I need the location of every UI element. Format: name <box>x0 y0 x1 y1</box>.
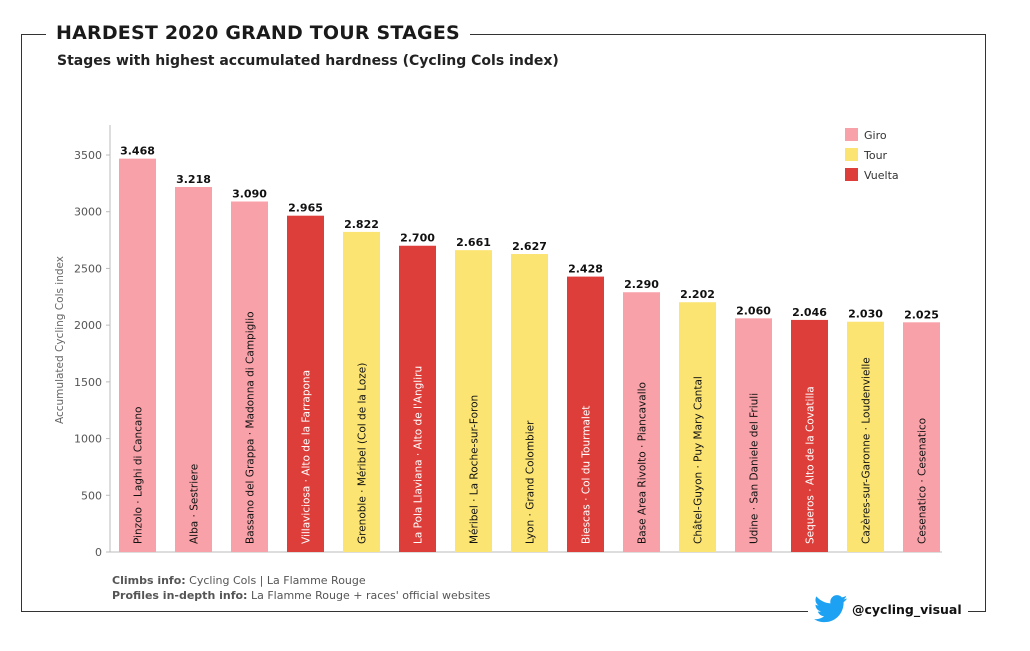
y-tick-label: 500 <box>81 489 102 502</box>
bar <box>623 292 660 552</box>
footer-credits: Climbs info: Cycling Cols | La Flamme Ro… <box>112 573 490 603</box>
category-label: Pinzolo · Laghi di Cancano <box>133 407 145 544</box>
chart-title: HARDEST 2020 GRAND TOUR STAGES <box>46 22 470 44</box>
profiles-credit-label: Profiles in-depth info: <box>112 589 248 602</box>
data-label: 2.822 <box>344 218 379 231</box>
data-label: 3.090 <box>232 188 267 201</box>
category-label: Bassano del Grappa · Madonna di Campigli… <box>245 311 257 544</box>
legend-swatch <box>845 148 858 161</box>
bar <box>287 215 324 553</box>
data-label: 2.060 <box>736 304 771 317</box>
twitter-bird-icon <box>814 595 848 623</box>
category-label: Cesenatico · Cesenatico <box>917 418 929 544</box>
data-label: 2.290 <box>624 278 659 291</box>
y-tick-label: 3500 <box>74 149 102 162</box>
chart-frame <box>21 34 986 612</box>
y-tick-label: 2000 <box>74 319 102 332</box>
bar <box>735 318 772 552</box>
category-label: Cazères-sur-Garonne · Loudenvielle <box>861 357 873 544</box>
legend-swatch <box>845 168 858 181</box>
bar <box>903 322 940 552</box>
data-label: 3.218 <box>176 173 211 186</box>
climbs-credit-value: Cycling Cols | La Flamme Rouge <box>189 574 366 587</box>
y-tick-label: 3000 <box>74 206 102 219</box>
category-label: Lyon · Grand Colombier <box>525 420 537 544</box>
data-label: 2.202 <box>680 288 715 301</box>
y-tick-label: 0 <box>95 546 102 559</box>
bar <box>399 245 436 552</box>
legend-label: Vuelta <box>864 169 899 182</box>
bar <box>455 250 492 552</box>
twitter-handle: @cycling_visual <box>852 601 962 617</box>
category-label: Châtel-Guyon · Puy Mary Cantal <box>693 376 705 544</box>
chart-subtitle: Stages with highest accumulated hardness… <box>57 53 559 69</box>
bar <box>679 302 716 552</box>
data-label: 2.046 <box>792 306 827 319</box>
profiles-credit: Profiles in-depth info: La Flamme Rouge … <box>112 588 490 603</box>
bar <box>175 186 212 552</box>
data-label: 3.468 <box>120 145 155 158</box>
legend-label: Tour <box>863 149 888 162</box>
bar <box>343 231 380 552</box>
climbs-credit: Climbs info: Cycling Cols | La Flamme Ro… <box>112 573 490 588</box>
bar <box>119 158 156 553</box>
data-label: 2.025 <box>904 308 939 321</box>
climbs-credit-label: Climbs info: <box>112 574 186 587</box>
bar <box>511 254 548 553</box>
profiles-credit-value: La Flamme Rouge + races' official websit… <box>250 589 491 602</box>
data-label: 2.700 <box>400 232 435 245</box>
y-tick-label: 1500 <box>74 376 102 389</box>
data-label: 2.428 <box>568 263 603 276</box>
data-label: 2.661 <box>456 236 491 249</box>
category-label: Alba · Sestriere <box>189 464 201 544</box>
data-label: 2.030 <box>848 308 883 321</box>
legend-label: Giro <box>864 129 887 142</box>
bar <box>567 276 604 552</box>
y-tick-label: 2500 <box>74 262 102 275</box>
category-label: Villaviciosa · Alto de la Farrapona <box>301 370 313 544</box>
data-label: 2.627 <box>512 240 547 253</box>
bar <box>791 319 828 552</box>
bar <box>231 201 268 552</box>
twitter-handle-badge: @cycling_visual <box>808 595 968 623</box>
category-label: Sequeros · Alto de la Covatilla <box>805 386 817 544</box>
legend-swatch <box>845 128 858 141</box>
y-tick-label: 1000 <box>74 433 102 446</box>
category-label: Base Area Rivolto · Piancavallo <box>637 382 649 544</box>
y-axis-label: Accumulated Cycling Cols index <box>54 256 66 424</box>
category-label: Méribel · La Roche-sur-Foron <box>469 395 481 544</box>
bar <box>847 321 884 552</box>
category-label: Biescas · Col du Tourmalet <box>581 406 593 544</box>
category-label: Grenoble · Méribel (Col de la Loze) <box>357 363 369 544</box>
category-label: La Pola Llaviana · Alto de l'Angliru <box>413 366 425 544</box>
category-label: Udine · San Daniele del Friuli <box>749 393 761 544</box>
data-label: 2.965 <box>288 202 323 215</box>
